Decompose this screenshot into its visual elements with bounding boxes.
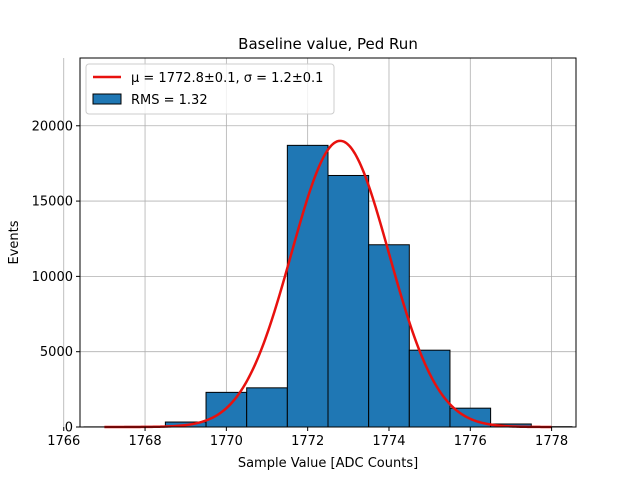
chart-title: Baseline value, Ped Run — [238, 35, 418, 53]
histogram-bar — [368, 244, 410, 428]
legend-fit-label: μ = 1772.8±0.1, σ = 1.2±0.1 — [131, 71, 323, 86]
y-tick-label: 20000 — [32, 119, 73, 134]
legend-histogram-swatch — [92, 93, 122, 105]
y-tick-label: 5000 — [40, 345, 73, 360]
y-axis-label: Events — [7, 220, 22, 264]
x-tick-label: 1776 — [454, 434, 487, 449]
y-tick-label: 0 — [65, 421, 73, 436]
histogram-bars — [83, 144, 573, 428]
x-tick-label: 1778 — [535, 434, 568, 449]
fit-curve-group — [104, 139, 552, 429]
plot-frame — [79, 57, 577, 428]
y-tick-label: 15000 — [32, 195, 73, 210]
histogram-bar — [327, 174, 370, 428]
x-tick-label: 1766 — [47, 434, 80, 449]
histogram-bar — [246, 387, 288, 428]
x-tick-label: 1768 — [129, 434, 162, 449]
x-tick-label: 1770 — [210, 434, 243, 449]
x-tick-label: 1772 — [291, 434, 324, 449]
legend-box — [85, 63, 335, 115]
x-tick-label: 1774 — [372, 434, 405, 449]
x-axis-label: Sample Value [ADC Counts] — [238, 456, 418, 471]
histogram-bar — [286, 144, 329, 428]
histogram-bar — [408, 349, 451, 428]
axis-ticks: 1766 1768 1770 1772 1774 1776 1778 0 5000 10000 15… — [32, 119, 569, 449]
legend-histogram-label: RMS = 1.32 — [131, 93, 208, 108]
legend: μ = 1772.8±0.1, σ = 1.2±0.1 RMS = 1.32 — [85, 63, 335, 115]
y-tick-label: 10000 — [32, 270, 73, 285]
fit-curve — [104, 139, 552, 429]
